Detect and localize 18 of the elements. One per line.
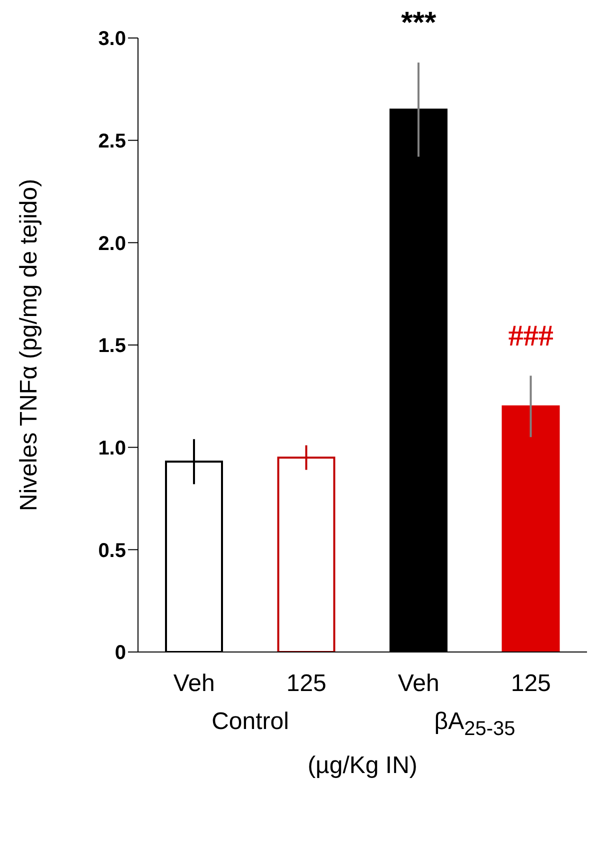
x-tick-label: 125 — [510, 670, 551, 698]
x-tick-label: Veh — [173, 670, 215, 698]
x-tick-label: Veh — [398, 670, 440, 698]
y-tick-label: 1.0 — [98, 437, 126, 460]
y-tick-label: 2.0 — [98, 232, 126, 255]
bar — [502, 405, 560, 652]
y-tick-label: 3.0 — [98, 28, 126, 50]
text: βA$_{25-35}$ — [433, 708, 516, 741]
y-tick-label: 2.5 — [98, 130, 126, 152]
y-tick-label: 0 — [114, 642, 126, 664]
y-tick-label: 0.5 — [98, 540, 126, 562]
annotation: ### — [508, 320, 554, 353]
text: Control — [210, 708, 290, 736]
y-tick-label: 1.5 — [98, 335, 126, 358]
x-axis-title: (µg/Kg IN) — [306, 752, 418, 780]
x-tick-label: 125 — [286, 670, 326, 698]
y-axis-title: Niveles TNFα (pg/mg de tejido) — [16, 178, 43, 512]
annotation: *** — [401, 6, 436, 40]
